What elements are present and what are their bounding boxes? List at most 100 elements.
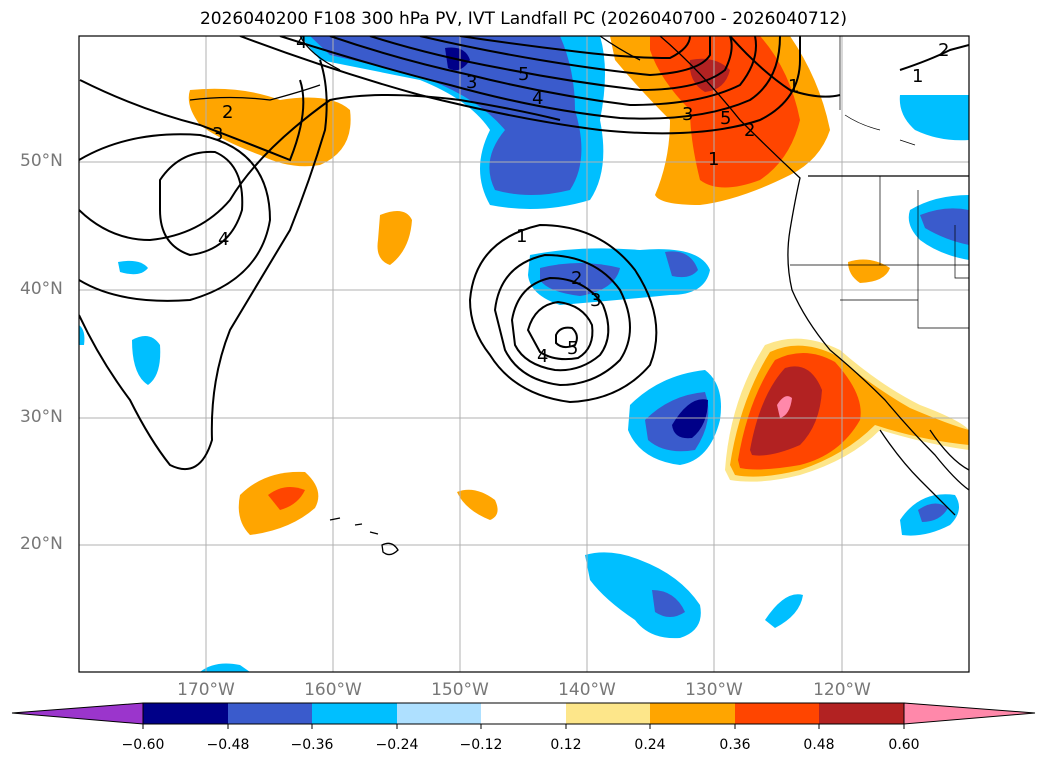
colorbar-bin bbox=[143, 703, 228, 724]
us-state-borders bbox=[790, 176, 969, 329]
contour-label: 4 bbox=[218, 229, 229, 250]
negative-shading-baja-core bbox=[918, 503, 948, 522]
negative-shading-rockies-core bbox=[920, 208, 969, 245]
canada-interior bbox=[839, 36, 916, 146]
contour-label: 5 bbox=[518, 64, 529, 85]
baja-coast bbox=[879, 429, 956, 516]
contour-central-low-3 bbox=[510, 276, 610, 372]
colorbar-tick-label: −0.12 bbox=[459, 737, 503, 753]
positive-shading-small-subtropical bbox=[457, 489, 498, 520]
lat-label: 50°N bbox=[20, 151, 63, 171]
contour-label: 1 bbox=[516, 226, 527, 247]
colorbar-tick-label: 0.60 bbox=[888, 737, 920, 753]
contour-label: 5 bbox=[567, 338, 578, 359]
contour-central-low-5 bbox=[555, 326, 578, 349]
contour-label: 4 bbox=[296, 32, 307, 53]
contour-trough-3 bbox=[329, 36, 757, 107]
contour-label: 1 bbox=[788, 76, 799, 97]
colorbar-bin bbox=[481, 703, 566, 724]
contour-trough-2 bbox=[279, 36, 781, 120]
contour-label: 4 bbox=[537, 346, 548, 367]
colorbar-tick-label: −0.60 bbox=[121, 737, 165, 753]
contour-label: 2 bbox=[938, 40, 949, 61]
positive-shading-southwest-peak bbox=[777, 396, 792, 418]
contour-label: 2 bbox=[222, 102, 233, 123]
colorbar-bin bbox=[819, 703, 904, 724]
colorbar-bin bbox=[566, 703, 650, 724]
positive-shading-aleutian bbox=[188, 88, 351, 167]
contour-west-long bbox=[79, 94, 561, 242]
graticule bbox=[79, 36, 969, 672]
contour-label: 3 bbox=[682, 104, 693, 125]
contour-label: 3 bbox=[466, 72, 477, 93]
contour-central-low-2 bbox=[493, 253, 631, 387]
contour-label: 5 bbox=[720, 108, 731, 129]
lon-label: 120°W bbox=[813, 680, 871, 700]
contour-label: 1 bbox=[708, 149, 719, 170]
negative-shading-southern-core bbox=[652, 590, 685, 617]
contour-label: 3 bbox=[212, 124, 223, 145]
contour-trough-7 bbox=[79, 79, 305, 162]
colorbar-bin bbox=[397, 703, 481, 724]
hawaii-islands bbox=[329, 517, 399, 556]
colorbar-bin bbox=[650, 703, 735, 724]
negative-shading-east-small bbox=[765, 594, 803, 628]
alaska-coast bbox=[189, 36, 641, 101]
colorbar-tick-label: 0.48 bbox=[803, 737, 835, 753]
colorbar-extend-high bbox=[903, 702, 1036, 725]
colorbar-tick-label: 0.36 bbox=[719, 737, 751, 753]
lon-label: 170°W bbox=[177, 680, 235, 700]
contour-label-group: 2 3 4 5 4 3 1 1 2 3 4 5 1 2 1 2 3 4 5 bbox=[212, 32, 949, 367]
colorbar-bin bbox=[312, 703, 397, 724]
contour-central-low-4 bbox=[526, 300, 594, 361]
lon-label: 140°W bbox=[558, 680, 616, 700]
contour-aleutian-low-outer bbox=[79, 133, 272, 302]
map-title: 2026040200 F108 300 hPa PV, IVT Landfall… bbox=[199, 9, 847, 29]
positive-shading-west-hawaii-core bbox=[268, 486, 305, 510]
pv-contours bbox=[79, 36, 969, 470]
contour-label: 3 bbox=[590, 290, 601, 311]
lat-label: 30°N bbox=[20, 407, 63, 427]
positive-shading-midpacific-small bbox=[377, 211, 412, 265]
colorbar-tick-label: 0.24 bbox=[634, 737, 666, 753]
gulf-of-california bbox=[929, 429, 969, 471]
contour-trough-6 bbox=[459, 36, 691, 60]
positive-shading-great-basin bbox=[848, 259, 890, 283]
lat-label: 40°N bbox=[20, 279, 63, 299]
contour-east-1 bbox=[729, 36, 841, 98]
contour-west-tail bbox=[79, 59, 328, 470]
contour-trough-4 bbox=[369, 36, 733, 92]
colorbar-tick-label: −0.48 bbox=[206, 737, 250, 753]
contour-aleutian-low-inner bbox=[159, 150, 244, 257]
colorbar bbox=[11, 702, 1036, 729]
colorbar-extend-low bbox=[11, 702, 144, 725]
colorbar-tick-label: 0.12 bbox=[550, 737, 582, 753]
contour-label: 4 bbox=[532, 88, 543, 109]
colorbar-tick-label: −0.24 bbox=[375, 737, 419, 753]
colorbar-ticks bbox=[142, 724, 905, 729]
contour-label: 1 bbox=[912, 66, 923, 87]
map-plot-area: 2 3 4 5 4 3 1 1 2 3 4 5 1 2 1 2 3 4 5 bbox=[79, 32, 969, 672]
negative-shading-far-west-tiny bbox=[118, 260, 148, 275]
negative-shading-south-edge bbox=[200, 663, 250, 672]
positive-shading-gulf-of-alaska-inner bbox=[650, 36, 800, 188]
negative-shading-north-pacific-core bbox=[310, 36, 582, 195]
colorbar-frame bbox=[142, 702, 905, 725]
lon-label: 130°W bbox=[685, 680, 743, 700]
negative-shading-central-pacific-east bbox=[665, 251, 698, 278]
map-frame bbox=[78, 35, 970, 673]
negative-shading-subtropical-dark bbox=[672, 399, 708, 439]
contour-east-2 bbox=[899, 44, 969, 71]
lat-label: 20°N bbox=[20, 534, 63, 554]
contour-trough-1 bbox=[239, 36, 801, 135]
negative-shading-far-west-small bbox=[132, 336, 161, 385]
negative-shading-northeast bbox=[899, 95, 969, 141]
lon-label: 160°W bbox=[304, 680, 362, 700]
lon-label: 150°W bbox=[431, 680, 489, 700]
contour-label: 2 bbox=[744, 120, 755, 141]
contour-central-low-1 bbox=[468, 223, 658, 404]
colorbar-tick-label: −0.36 bbox=[290, 737, 334, 753]
contour-label: 2 bbox=[571, 268, 582, 289]
colorbar-bin bbox=[735, 703, 819, 724]
